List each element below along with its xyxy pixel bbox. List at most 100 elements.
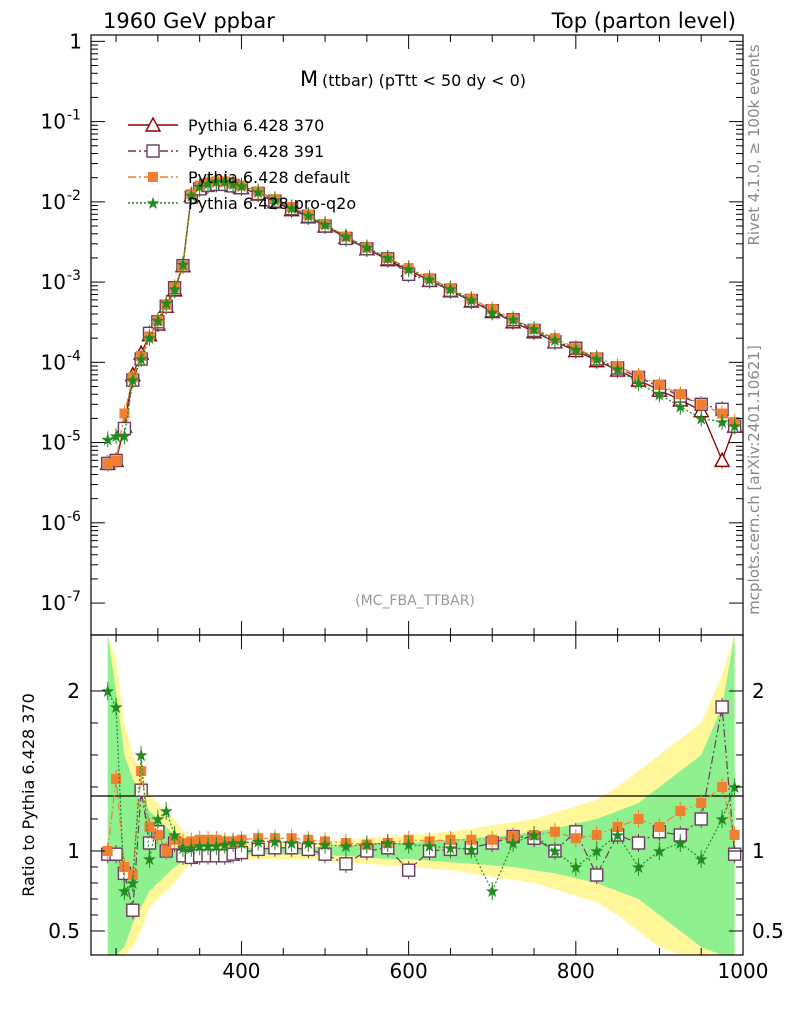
chart-title-main: M [300,67,318,91]
legend-label-391: Pythia 6.428 391 [188,142,324,161]
ratio-point-pythia-6-428-391 [126,903,140,917]
main-ytick-label-exp: -7 [67,589,81,605]
ratio-point-pythia-6-428-pro-q2o: ★ [301,834,316,854]
ratio-point-pythia-6-428-pro-q2o: ★ [589,842,604,862]
ratio-point-pythia-6-428-default [487,834,498,845]
main-point-pythia-6-428-pro-q2o: ★ [359,238,374,258]
legend: Pythia 6.428 370 Pythia 6.428 391 Pythia… [128,116,356,214]
ratio-xtick-label: 400 [222,959,260,983]
ratio-point-pythia-6-428-pro-q2o: ★ [134,746,149,766]
main-point-pythia-6-428-pro-q2o: ★ [184,186,199,206]
rivet-label: Rivet 4.1.0, ≥ 100k events [745,44,763,245]
main-ytick-label: 10 [41,110,66,134]
ratio-point-pythia-6-428-pro-q2o: ★ [217,836,232,856]
main-point-pythia-6-428-370 [713,451,731,468]
ratio-point-pythia-6-428-pro-q2o: ★ [209,837,224,857]
ratio-point-pythia-6-428-pro-q2o: ★ [175,839,190,859]
ratio-point-pythia-6-428-pro-q2o: ★ [317,836,332,856]
ratio-point-pythia-6-428-default [144,822,155,832]
main-point-pythia-6-428-pro-q2o: ★ [526,320,541,340]
main-point-pythia-6-428-pro-q2o: ★ [401,260,416,280]
ratio-point-pythia-6-428-391 [727,847,742,861]
ratio-point-pythia-6-428-pro-q2o: ★ [694,850,709,870]
main-point-pythia-6-428-pro-q2o: ★ [134,350,149,370]
ratio-ytick-label-right: 0.5 [752,919,784,943]
main-point-pythia-6-428-pro-q2o: ★ [610,360,625,380]
main-ytick-label: 10 [41,591,66,615]
ratio-point-pythia-6-428-default [136,766,147,776]
legend-label-370: Pythia 6.428 370 [188,116,324,135]
legend-entry-391: Pythia 6.428 391 [128,142,324,161]
ratio-frame [90,634,744,956]
ratio-point-pythia-6-428-391 [631,836,646,850]
ratio-point-pythia-6-428-default [102,846,113,856]
main-point-pythia-6-428-pro-q2o: ★ [267,191,282,211]
ratio-point-pythia-6-428-pro-q2o: ★ [125,874,140,894]
main-point-pythia-6-428-pro-q2o: ★ [159,294,174,314]
ratio-line-pythia-6-428-pro-q2o [107,690,736,893]
main-point-pythia-6-428-pro-q2o: ★ [142,329,157,349]
main-point-pythia-6-428-default [675,389,686,400]
ratio-point-pythia-6-428-pro-q2o: ★ [485,882,500,902]
ratio-point-pythia-6-428-pro-q2o: ★ [234,834,249,854]
main-point-pythia-6-428-pro-q2o: ★ [673,398,688,418]
main-point-pythia-6-428-default [696,399,707,410]
ratio-ytick-label-right: 2 [752,679,765,703]
main-line-pythia-6-428-pro-q2o [107,181,735,440]
ratio-point-pythia-6-428-pro-q2o: ★ [108,698,123,718]
ratio-point-pythia-6-428-default [152,830,163,840]
main-point-pythia-6-428-pro-q2o: ★ [125,371,140,391]
main-point-pythia-6-428-pro-q2o: ★ [117,427,132,447]
ratio-point-pythia-6-428-pro-q2o: ★ [673,834,688,854]
ratio-point-pythia-6-428-pro-q2o: ★ [159,802,174,822]
ratio-point-pythia-6-428-pro-q2o: ★ [284,834,299,854]
ratio-point-pythia-6-428-default [675,806,686,816]
header-left: 1960 GeV ppbar [103,9,275,33]
ratio-xtick-label: 800 [557,959,595,983]
main-ytick-label-exp: -5 [67,429,81,445]
main-point-pythia-6-428-pro-q2o: ★ [200,174,215,194]
main-point-pythia-6-428-pro-q2o: ★ [150,312,165,332]
main-point-pythia-6-428-pro-q2o: ★ [547,331,562,351]
main-point-pythia-6-428-pro-q2o: ★ [338,227,353,247]
legend-entry-default: Pythia 6.428 default [128,168,350,187]
ratio-point-pythia-6-428-pro-q2o: ★ [150,810,165,830]
main-point-pythia-6-428-pro-q2o: ★ [217,173,232,193]
ratio-point-pythia-6-428-default [161,846,172,856]
main-point-pythia-6-428-pro-q2o: ★ [317,216,332,236]
legend-marker-default [148,172,158,182]
main-point-pythia-6-428-pro-q2o: ★ [234,177,249,197]
ratio-point-pythia-6-428-pro-q2o: ★ [547,842,562,862]
main-ytick-label-exp: -2 [67,188,81,204]
ratio-point-pythia-6-428-pro-q2o: ★ [610,826,625,846]
main-ytick-label: 10 [41,350,66,374]
ratio-point-pythia-6-428-pro-q2o: ★ [652,842,667,862]
main-point-pythia-6-428-pro-q2o: ★ [301,206,316,226]
header-right: Top (parton level) [551,9,736,33]
main-point-pythia-6-428-pro-q2o: ★ [100,430,115,450]
legend-marker-391 [146,144,160,158]
ratio-point-pythia-6-428-391 [142,836,157,850]
main-line-pythia-6-428-default [107,180,735,465]
ratio-ytick-label-left: 2 [67,679,80,703]
ratio-point-pythia-6-428-default [729,830,740,840]
main-point-pythia-6-428-pro-q2o: ★ [506,311,521,331]
ratio-point-pythia-6-428-pro-q2o: ★ [142,850,157,870]
ratio-point-pythia-6-428-pro-q2o: ★ [117,882,132,902]
legend-entry-pro-q2o: ★ Pythia 6.428 pro-q2o [128,194,356,214]
ratio-point-pythia-6-428-pro-q2o: ★ [401,836,416,856]
main-ytick-label-exp: -1 [67,108,81,124]
ratio-point-pythia-6-428-391 [715,700,729,714]
main-point-pythia-6-428-pro-q2o: ★ [225,175,240,195]
main-point-pythia-6-428-pro-q2o: ★ [485,303,500,323]
chart-title-sub: (ttbar) (pTtt < 50 dy < 0) [322,71,526,90]
ratio-point-pythia-6-428-391 [339,857,353,871]
main-ytick-label: 10 [41,270,66,294]
legend-marker-pro-q2o: ★ [145,194,160,214]
main-point-pythia-6-428-default [654,380,665,391]
ratio-point-pythia-6-428-default [696,798,707,808]
ratio-point-pythia-6-428-391 [401,863,416,877]
ratio-point-pythia-6-428-default [119,862,130,872]
ratio-point-pythia-6-428-pro-q2o: ★ [464,840,479,860]
